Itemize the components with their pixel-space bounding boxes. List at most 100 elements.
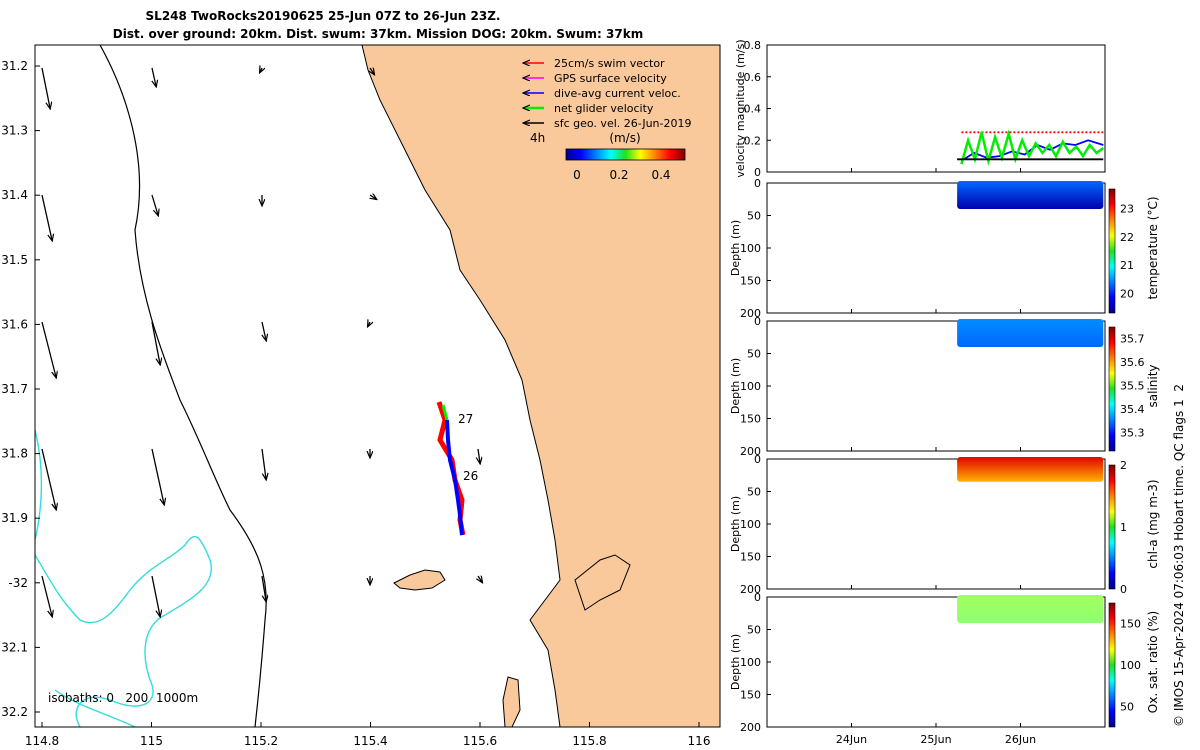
isobath-1000m	[35, 429, 213, 727]
colorbar-label: temperature (°C)	[1146, 197, 1160, 300]
sfc-velocity-arrow	[478, 576, 482, 582]
depth-tick-label: 100	[740, 380, 761, 393]
depth-tick-label: 0	[754, 177, 761, 190]
depth-tick-label: 150	[740, 689, 761, 702]
lat-tick-label: 31.7	[1, 382, 28, 396]
sfc-velocity-arrow	[151, 448, 164, 504]
depth-tick-label: 150	[740, 413, 761, 426]
depth-tick-label: 100	[740, 656, 761, 669]
depth-tick-label: 50	[747, 348, 761, 361]
southern-spit	[502, 676, 521, 727]
colorbar-label: salinity	[1146, 364, 1160, 407]
colorbar-label: chl-a (mg m-3)	[1146, 479, 1160, 568]
colorbar-tick-label: 35.7	[1120, 333, 1145, 346]
lon-tick-label: 114.8	[25, 734, 59, 748]
sfc-velocity-arrow	[41, 448, 56, 509]
depth-tick-label: 200	[740, 583, 761, 596]
velocity-ytick-label: 0	[754, 166, 761, 179]
title-line-1: SL248 TwoRocks20190625 25-Jun 07Z to 26-…	[146, 9, 501, 23]
map-colorbar	[565, 148, 686, 161]
legend-swim: 25cm/s swim vector	[554, 57, 665, 70]
profile-colorbar	[1108, 602, 1116, 728]
depth-tick-label: 150	[740, 551, 761, 564]
depth-tick-label: 200	[740, 307, 761, 320]
colorbar-tick-label: 22	[1120, 231, 1134, 244]
sfc-velocity-arrow	[41, 321, 56, 377]
lat-tick-label: 31.2	[1, 59, 28, 73]
legend-dive-avg: dive-avg current veloc.	[554, 87, 681, 100]
lon-tick-label: 115.8	[572, 734, 606, 748]
colorbar-tick-label: 35.5	[1120, 379, 1145, 392]
colorbar-tick-label: 23	[1120, 203, 1134, 216]
colorbar-tick-04: 0.4	[651, 168, 670, 182]
sfc-velocity-arrow	[41, 194, 52, 240]
colorbar-tick-label: 2	[1120, 459, 1127, 472]
depth-tick-label: 100	[740, 518, 761, 531]
sfc-velocity-arrow	[151, 321, 160, 364]
glider-track	[436, 401, 466, 536]
profile-data-band	[957, 457, 1104, 482]
lat-tick-label: 32.1	[1, 640, 28, 654]
map-legend: 25cm/s swim vector GPS surface velocity …	[524, 57, 691, 182]
legend-net: net glider velocity	[554, 102, 654, 115]
legend-gps: GPS surface velocity	[554, 72, 667, 85]
sfc-velocity-arrow	[260, 68, 262, 72]
depth-tick-label: 150	[740, 275, 761, 288]
lon-tick-label: 115.6	[463, 734, 497, 748]
time-tick-label: 26Jun	[1005, 733, 1036, 746]
sfc-velocity-arrow	[368, 322, 370, 326]
colorbar-tick-label: 1	[1120, 521, 1127, 534]
velocity-ytick-label: 0.6	[744, 71, 762, 84]
depth-tick-label: 0	[754, 315, 761, 328]
lat-tick-label: 31.5	[1, 253, 28, 267]
colorbar-tick-label: 35.4	[1120, 403, 1145, 416]
profile-colorbar	[1108, 188, 1116, 314]
sfc-velocity-arrow	[261, 448, 266, 479]
lat-tick-label: 31.4	[1, 188, 28, 202]
depth-tick-label: 50	[747, 624, 761, 637]
net-velocity-track	[441, 404, 449, 421]
lon-tick-label: 115.4	[353, 734, 387, 748]
lat-tick-label: -32	[8, 576, 28, 590]
time-tick-label: 24Jun	[836, 733, 867, 746]
legend-sfc-geo: sfc geo. vel. 26-Jun-2019	[554, 117, 691, 130]
colorbar-tick-label: 35.3	[1120, 426, 1145, 439]
colorbar-tick-label: 0	[1120, 583, 1127, 596]
profile-data-band	[957, 319, 1104, 347]
sfc-velocity-arrow	[370, 68, 374, 74]
colorbar-tick-label: 100	[1120, 659, 1141, 672]
current-track	[445, 419, 464, 536]
map-panel	[35, 45, 720, 727]
map-frame	[34, 44, 721, 728]
surface-velocity-arrows	[41, 68, 482, 616]
colorbar-tick-label: 35.6	[1120, 356, 1145, 369]
sfc-velocity-arrow	[151, 575, 160, 616]
lat-tick-label: 31.8	[1, 447, 28, 461]
velocity-ytick-label: 0.2	[744, 134, 762, 147]
lat-tick-label: 31.9	[1, 511, 28, 525]
inlet-feature	[574, 554, 631, 611]
colorbar-tick-label: 150	[1120, 618, 1141, 631]
colorbar-tick-0: 0	[573, 168, 581, 182]
colorbar-title: (m/s)	[609, 131, 640, 145]
island	[393, 569, 446, 591]
velocity-series-line	[960, 129, 1105, 166]
land-mass	[361, 45, 720, 727]
colorbar-tick-label: 20	[1120, 287, 1134, 300]
depth-tick-label: 200	[740, 721, 761, 734]
lon-tick-label: 116	[688, 734, 711, 748]
colorbar-label: Ox. sat. ratio (%)	[1146, 611, 1160, 713]
time-tick-label: 25Jun	[920, 733, 951, 746]
latitude-axis: 31.2 31.3 31.4 31.5 31.6 31.7 31.8 31.9 -32 32.1 3…	[1, 59, 40, 719]
depth-tick-label: 0	[754, 591, 761, 604]
colorbar-tick-label: 50	[1120, 700, 1134, 713]
day-label-26: 26	[463, 469, 478, 483]
profile-colorbar	[1108, 464, 1116, 590]
depth-tick-label: 50	[747, 486, 761, 499]
depth-ylabel: Depth (m)	[729, 634, 742, 690]
sfc-velocity-arrow	[370, 195, 376, 199]
depth-tick-label: 0	[754, 453, 761, 466]
